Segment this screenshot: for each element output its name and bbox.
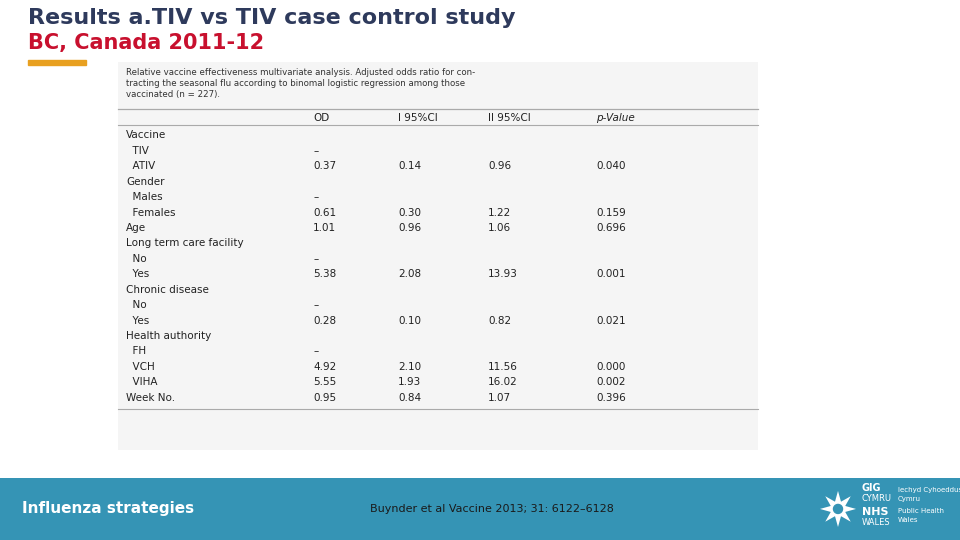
Text: Relative vaccine effectiveness multivariate analysis. Adjusted odds ratio for co: Relative vaccine effectiveness multivari… — [126, 68, 475, 77]
Text: 0.10: 0.10 — [398, 315, 421, 326]
Text: 0.84: 0.84 — [398, 393, 421, 403]
Polygon shape — [826, 505, 842, 522]
Text: 5.55: 5.55 — [313, 377, 336, 387]
Text: 5.38: 5.38 — [313, 269, 336, 279]
Text: VCH: VCH — [126, 362, 155, 372]
Text: Yes: Yes — [126, 269, 149, 279]
Text: FH: FH — [126, 347, 146, 356]
Text: Iechyd Cyhoeddus: Iechyd Cyhoeddus — [898, 487, 960, 493]
Text: 0.82: 0.82 — [488, 315, 511, 326]
Text: Wales: Wales — [898, 517, 919, 523]
Text: Males: Males — [126, 192, 162, 202]
Text: 0.021: 0.021 — [596, 315, 626, 326]
Text: No: No — [126, 254, 147, 264]
Text: 0.37: 0.37 — [313, 161, 336, 171]
Text: 1.07: 1.07 — [488, 393, 511, 403]
Text: Long term care facility: Long term care facility — [126, 239, 244, 248]
Text: 4.92: 4.92 — [313, 362, 336, 372]
Circle shape — [833, 504, 843, 514]
Text: Females: Females — [126, 207, 176, 218]
Bar — [118, 62, 758, 450]
Text: 0.001: 0.001 — [596, 269, 626, 279]
Text: GIG: GIG — [862, 483, 881, 493]
Text: l 95%CI: l 95%CI — [398, 112, 438, 123]
Text: 0.696: 0.696 — [596, 223, 626, 233]
Text: 1.22: 1.22 — [488, 207, 512, 218]
Text: ATIV: ATIV — [126, 161, 156, 171]
Text: 0.30: 0.30 — [398, 207, 421, 218]
Text: tracting the seasonal flu according to binomal logistic regression among those: tracting the seasonal flu according to b… — [126, 79, 466, 87]
Text: ll 95%CI: ll 95%CI — [488, 112, 531, 123]
Text: 0.28: 0.28 — [313, 315, 336, 326]
Text: 0.159: 0.159 — [596, 207, 626, 218]
Text: 16.02: 16.02 — [488, 377, 517, 387]
Text: WALES: WALES — [862, 518, 891, 528]
Polygon shape — [833, 491, 843, 509]
Polygon shape — [833, 509, 843, 527]
Polygon shape — [826, 496, 842, 512]
Text: Results a.TIV vs TIV case control study: Results a.TIV vs TIV case control study — [28, 8, 516, 28]
Text: Health authority: Health authority — [126, 331, 211, 341]
Polygon shape — [834, 505, 851, 522]
Text: 2.10: 2.10 — [398, 362, 421, 372]
Text: OD: OD — [313, 112, 329, 123]
Text: 0.002: 0.002 — [596, 377, 626, 387]
Text: –: – — [313, 300, 319, 310]
Text: 2.08: 2.08 — [398, 269, 421, 279]
Text: 0.61: 0.61 — [313, 207, 336, 218]
Polygon shape — [820, 504, 838, 514]
Text: 13.93: 13.93 — [488, 269, 517, 279]
Text: Public Health: Public Health — [898, 508, 944, 514]
Text: 0.96: 0.96 — [398, 223, 421, 233]
Text: Cymru: Cymru — [898, 496, 921, 502]
Text: Vaccine: Vaccine — [126, 131, 166, 140]
Text: Gender: Gender — [126, 177, 164, 187]
Text: 1.01: 1.01 — [313, 223, 336, 233]
Text: Influenza strategies: Influenza strategies — [22, 502, 194, 516]
Text: Age: Age — [126, 223, 146, 233]
Text: Buynder et al Vaccine 2013; 31: 6122–6128: Buynder et al Vaccine 2013; 31: 6122–612… — [370, 504, 613, 514]
Text: CYMRU: CYMRU — [862, 495, 892, 503]
Text: VIHA: VIHA — [126, 377, 157, 387]
Text: 0.96: 0.96 — [488, 161, 511, 171]
Text: –: – — [313, 192, 319, 202]
Bar — [28, 60, 86, 65]
Text: 0.95: 0.95 — [313, 393, 336, 403]
Text: –: – — [313, 347, 319, 356]
Polygon shape — [838, 504, 856, 514]
Polygon shape — [834, 496, 851, 512]
Text: vaccinated (n = 227).: vaccinated (n = 227). — [126, 90, 220, 99]
Text: BC, Canada 2011-12: BC, Canada 2011-12 — [28, 33, 264, 53]
Text: Chronic disease: Chronic disease — [126, 285, 209, 295]
Text: 0.000: 0.000 — [596, 362, 625, 372]
Text: No: No — [126, 300, 147, 310]
Circle shape — [831, 502, 845, 516]
Text: 1.06: 1.06 — [488, 223, 511, 233]
Text: –: – — [313, 146, 319, 156]
Text: Week No.: Week No. — [126, 393, 175, 403]
Text: –: – — [313, 254, 319, 264]
Text: 1.93: 1.93 — [398, 377, 421, 387]
Text: p-Value: p-Value — [596, 112, 635, 123]
Text: 0.040: 0.040 — [596, 161, 626, 171]
Text: Yes: Yes — [126, 315, 149, 326]
Text: 0.396: 0.396 — [596, 393, 626, 403]
Text: NHS: NHS — [862, 507, 889, 517]
Text: TIV: TIV — [126, 146, 149, 156]
Text: 0.14: 0.14 — [398, 161, 421, 171]
Text: 11.56: 11.56 — [488, 362, 517, 372]
